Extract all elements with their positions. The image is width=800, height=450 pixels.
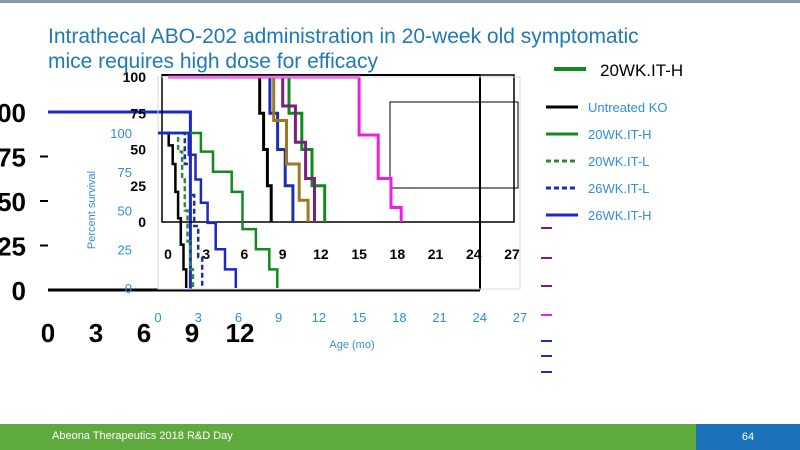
survival-chart: 0 25 50 75 100 0 3 6 9 12 0 25 50 75 100 0 3 6 9 12 15 18 21 24… [0, 61, 683, 373]
front-legend-label-3: 26WK.IT-L [588, 181, 649, 196]
front-x-tick-label-9: 27 [513, 310, 527, 325]
front-y-axis-label: Percent survival [86, 171, 98, 249]
front-y-tick-label-1: 25 [118, 242, 132, 257]
front-curve-series-1 [158, 131, 279, 288]
front-x-tick-label-7: 21 [432, 310, 446, 325]
back-x-tick-label-3: 9 [279, 246, 287, 262]
back-x-tick-label-9: 27 [504, 246, 520, 262]
front-y-tick-label-4: 100 [110, 126, 132, 141]
top-bar [0, 0, 800, 3]
back-curve-series-0 [168, 75, 273, 222]
back-y-tick-label-4: 100 [123, 69, 147, 85]
back-legend-label: 20WK.IT-H [600, 61, 683, 80]
back-y-tick-label-3: 75 [130, 105, 146, 121]
back-curve-series-5 [168, 75, 403, 222]
front-curve-series-0 [158, 131, 188, 288]
back-curve-series-1 [168, 75, 327, 222]
bold-x-tick-label-4: 12 [226, 318, 255, 348]
back-chart: 0 25 50 75 100 0 3 6 9 12 15 18 21 24 27 20WK.IT-H [123, 61, 683, 262]
back-y-tick-label-1: 25 [130, 178, 146, 194]
footer-bar: Abeona Therapeutics 2018 R&D Day 64 [0, 424, 800, 450]
back-curve-series-2 [168, 75, 295, 222]
front-x-axis-label: Age (mo) [329, 339, 374, 351]
back-x-tick-label-7: 21 [428, 246, 444, 262]
front-x-tick-label-0: 0 [154, 310, 161, 325]
front-x-tick-label-2: 6 [235, 310, 242, 325]
front-y-tick-label-3: 75 [118, 165, 132, 180]
back-plot-frame [161, 74, 515, 223]
front-chart: 0 25 50 75 100 0 3 6 9 12 15 18 21 24 27 Age (mo) Percen… [86, 76, 668, 373]
bold-x-tick-label-3: 9 [185, 318, 199, 348]
front-x-tick-label-1: 3 [195, 310, 202, 325]
front-x-tick-label-3: 9 [275, 310, 282, 325]
front-y-tick-label-0: 0 [125, 281, 132, 296]
front-x-tick-label-6: 18 [392, 310, 406, 325]
back-x-tick-label-2: 6 [241, 246, 249, 262]
front-x-tick-label-5: 15 [352, 310, 366, 325]
page-number: 64 [696, 424, 800, 450]
front-curve-series-4 [158, 131, 238, 288]
bold-x-tick-label-2: 6 [137, 318, 151, 348]
slide-title: Intrathecal ABO-202 administration in 20… [48, 24, 738, 74]
bold-line [48, 110, 192, 290]
bold-y-tick-label-3: 75 [0, 143, 26, 173]
footer-text: Abeona Therapeutics 2018 R&D Day [52, 430, 233, 442]
back-curve [168, 75, 403, 222]
bold-line-series-0 [48, 110, 192, 290]
front-legend-label-2: 20WK.IT-L [588, 154, 649, 169]
front-y-tick-label-2: 50 [118, 204, 132, 219]
back-y-tick-label-0: 0 [138, 214, 146, 230]
front-x-tick-label-4: 12 [312, 310, 326, 325]
front-x-tick-label-8: 24 [473, 310, 487, 325]
back-curve-series-3 [168, 75, 316, 222]
back-y-tick-label-2: 50 [130, 142, 146, 158]
bold-y-tick-label-4: 100 [0, 98, 26, 128]
bold-y-tick-label-2: 50 [0, 187, 26, 217]
bold-axes: 0 25 50 75 100 0 3 6 9 12 [0, 74, 481, 348]
front-legend-label-1: 20WK.IT-H [588, 127, 652, 142]
bold-y-tick-label-1: 25 [0, 232, 26, 262]
back-x-tick-label-4: 12 [313, 246, 329, 262]
back-x-tick-label-5: 15 [351, 246, 367, 262]
front-plot-frame [157, 76, 521, 290]
bold-x-tick-label-0: 0 [41, 318, 55, 348]
slide-title-line-1: Intrathecal ABO-202 administration in 20… [48, 25, 639, 48]
bold-y-tick-label-0: 0 [12, 276, 26, 306]
front-curve-series-3 [158, 131, 204, 288]
front-curve [158, 131, 279, 288]
front-curve-series-2 [158, 131, 195, 288]
back-x-tick-label-8: 24 [466, 246, 482, 262]
bold-x-tick-label-1: 3 [89, 318, 103, 348]
front-legend-label-4: 26WK.IT-H [588, 208, 652, 223]
back-curve-series-4 [168, 75, 310, 222]
back-x-tick-label-6: 18 [390, 246, 406, 262]
slide-title-line-2: mice requires high dose for efficacy [48, 50, 378, 73]
back-x-tick-label-1: 3 [202, 246, 210, 262]
back-x-tick-label-0: 0 [164, 246, 172, 262]
front-legend-label-0: Untreated KO [588, 100, 668, 115]
back-legend-box [389, 101, 519, 189]
